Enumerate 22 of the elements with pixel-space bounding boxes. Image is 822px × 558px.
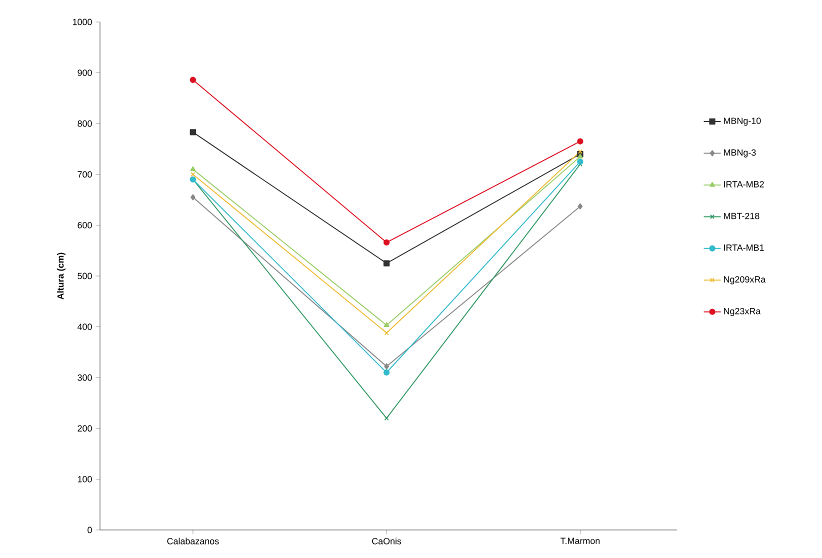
legend-label: IRTA-MB1 xyxy=(724,244,764,251)
y-tick-label: 500 xyxy=(78,272,92,280)
x-tick-label: T.Marmon xyxy=(560,538,600,544)
legend-label: MBNg-10 xyxy=(724,118,761,126)
y-tick-label: 700 xyxy=(78,171,92,178)
x-tick-label: CaOnis xyxy=(372,538,402,544)
y-tick-label: 1000 xyxy=(72,18,92,26)
y-tick-label: 100 xyxy=(78,476,92,482)
y-tick-label: 200 xyxy=(78,425,92,432)
legend-label: Ng23xRa xyxy=(724,308,761,316)
legend-label: IRTA-MB2 xyxy=(724,181,764,188)
y-tick-label: 800 xyxy=(78,120,92,127)
legend-label: MBNg-3 xyxy=(724,149,756,158)
y-tick-label: 400 xyxy=(77,324,92,330)
y-tick-label: 900 xyxy=(78,70,92,76)
legend-label: MBT-218 xyxy=(724,212,760,220)
y-axis-title: Altura (cm) xyxy=(57,252,66,300)
legend-label: Ng209xRa xyxy=(724,276,766,284)
x-tick-label: Calabazanos xyxy=(167,538,219,544)
y-tick-label: 600 xyxy=(78,222,92,228)
y-tick-label: 300 xyxy=(78,374,92,381)
y-tick-label: 0 xyxy=(88,526,92,534)
